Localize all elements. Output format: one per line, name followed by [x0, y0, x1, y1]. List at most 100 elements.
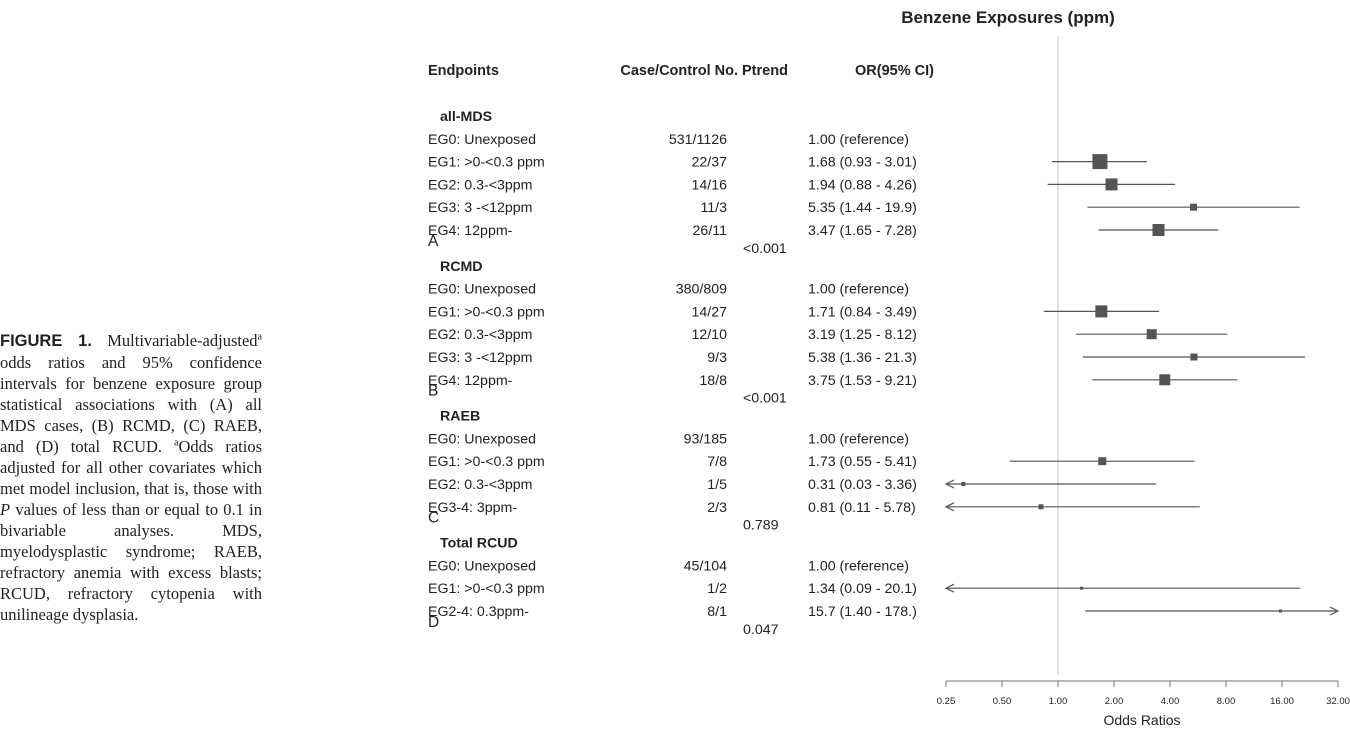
- case-control-count: 14/16: [691, 177, 727, 193]
- point-estimate: [1152, 224, 1165, 236]
- ci-arrow-left: [944, 479, 955, 489]
- row-label: EG0: Unexposed: [428, 132, 536, 148]
- panel-letter: D: [428, 614, 439, 631]
- case-control-count: 1/2: [707, 581, 727, 597]
- x-axis-label: Odds Ratios: [1103, 712, 1180, 728]
- point-estimate: [1038, 504, 1044, 510]
- x-tick-label: 2.00: [1105, 696, 1124, 707]
- group-title: Total RCUD: [440, 536, 518, 552]
- odds-ratio-text: 1.34 (0.09 - 20.1): [808, 581, 917, 597]
- ptrend-value: <0.001: [743, 391, 787, 407]
- odds-ratio-text: 1.00 (reference): [808, 558, 909, 574]
- x-tick-label: 4.00: [1161, 696, 1180, 707]
- ci-arrow-right: [1329, 606, 1340, 616]
- caption-text-3: Odds ratios adjusted for all other covar…: [0, 437, 262, 498]
- row-label: EG0: Unexposed: [428, 431, 536, 447]
- odds-ratio-text: 3.75 (1.53 - 9.21): [808, 373, 917, 389]
- ci-arrow-left: [944, 583, 955, 593]
- panel-letter: B: [428, 383, 438, 400]
- row-label: EG4: 12ppm-: [428, 373, 513, 389]
- case-control-count: 14/27: [691, 304, 727, 320]
- panel-letter: A: [428, 233, 439, 250]
- caption-superscript-2: a: [174, 437, 179, 449]
- odds-ratio-text: 5.35 (1.44 - 19.9): [808, 200, 917, 216]
- point-estimate: [1095, 305, 1108, 318]
- row-label: EG2: 0.3-<3ppm: [428, 327, 533, 343]
- row-label: EG2: 0.3-<3ppm: [428, 477, 533, 493]
- row-label: EG1: >0-<0.3 ppm: [428, 454, 545, 470]
- case-control-count: 8/1: [707, 604, 727, 620]
- ci-arrow-left: [944, 502, 955, 512]
- odds-ratio-text: 1.00 (reference): [808, 431, 909, 447]
- case-control-count: 93/185: [684, 431, 728, 447]
- x-tick-label: 16.00: [1270, 696, 1294, 707]
- ptrend-value: 0.047: [743, 622, 779, 638]
- column-header-ptrend: Ptrend: [742, 63, 788, 79]
- case-control-count: 380/809: [676, 282, 727, 298]
- case-control-count: 1/5: [707, 477, 727, 493]
- case-control-count: 18/8: [699, 373, 727, 389]
- point-estimate: [1146, 329, 1157, 340]
- x-tick-label: 0.50: [993, 696, 1012, 707]
- odds-ratio-text: 0.81 (0.11 - 5.78): [808, 500, 916, 516]
- row-label: EG0: Unexposed: [428, 282, 536, 298]
- point-estimate: [1098, 457, 1107, 466]
- point-estimate: [1159, 374, 1171, 386]
- column-header-case-control: Case/Control No.: [620, 63, 738, 79]
- row-label: EG3: 3 -<12ppm: [428, 350, 533, 366]
- odds-ratio-text: 1.68 (0.93 - 3.01): [808, 155, 917, 171]
- case-control-count: 2/3: [707, 500, 727, 516]
- row-label: EG4: 12ppm-: [428, 223, 513, 239]
- x-tick-label: 32.00: [1326, 696, 1350, 707]
- case-control-count: 12/10: [691, 327, 727, 343]
- x-tick-label: 1.00: [1049, 696, 1068, 707]
- row-label: EG2: 0.3-<3ppm: [428, 177, 533, 193]
- caption-text-4: values of less than or equal to 0.1 in b…: [0, 500, 262, 624]
- point-estimate: [1092, 154, 1108, 170]
- odds-ratio-text: 1.71 (0.84 - 3.49): [808, 304, 917, 320]
- point-estimate: [961, 482, 966, 486]
- odds-ratio-text: 5.38 (1.36 - 21.3): [808, 350, 917, 366]
- column-header-endpoints: Endpoints: [428, 63, 499, 79]
- odds-ratio-text: 3.19 (1.25 - 8.12): [808, 327, 917, 343]
- point-estimate: [1189, 203, 1197, 211]
- odds-ratio-text: 0.31 (0.03 - 3.36): [808, 477, 917, 493]
- figure-caption: FIGURE 1. Multivariable-adjusteda odds r…: [0, 330, 262, 625]
- row-label: EG0: Unexposed: [428, 558, 536, 574]
- group-title: RCMD: [440, 259, 483, 275]
- row-label: EG1: >0-<0.3 ppm: [428, 304, 545, 320]
- point-estimate: [1190, 353, 1198, 361]
- caption-label: FIGURE 1.: [0, 332, 92, 350]
- odds-ratio-text: 1.94 (0.88 - 4.26): [808, 177, 917, 193]
- case-control-count: 22/37: [691, 155, 727, 171]
- panel-letter: C: [428, 510, 439, 527]
- odds-ratio-text: 1.00 (reference): [808, 132, 909, 148]
- odds-ratio-text: 3.47 (1.65 - 7.28): [808, 223, 917, 239]
- group-title: RAEB: [440, 409, 480, 425]
- row-label: EG3: 3 -<12ppm: [428, 200, 533, 216]
- x-tick-label: 8.00: [1217, 696, 1236, 707]
- case-control-count: 7/8: [707, 454, 727, 470]
- case-control-count: 11/3: [700, 200, 727, 216]
- case-control-count: 45/104: [684, 558, 728, 574]
- case-control-count: 9/3: [707, 350, 727, 366]
- group-title: all-MDS: [440, 109, 492, 125]
- point-estimate: [1278, 609, 1282, 613]
- chart-title: Benzene Exposures (ppm): [901, 8, 1115, 27]
- column-header-or-ci: OR(95% CI): [855, 63, 934, 79]
- case-control-count: 26/11: [693, 223, 728, 239]
- row-label: EG1: >0-<0.3 ppm: [428, 581, 545, 597]
- point-estimate: [1105, 178, 1118, 191]
- caption-text-2: odds ratios and 95% confidence intervals…: [0, 353, 262, 456]
- row-label: EG2-4: 0.3ppm-: [428, 604, 529, 620]
- odds-ratio-text: 1.00 (reference): [808, 282, 909, 298]
- ptrend-value: 0.789: [743, 518, 779, 534]
- point-estimate: [1080, 586, 1084, 590]
- x-tick-label: 0.25: [937, 696, 956, 707]
- row-label: EG1: >0-<0.3 ppm: [428, 155, 545, 171]
- odds-ratio-text: 1.73 (0.55 - 5.41): [808, 454, 917, 470]
- caption-italic-p: P: [0, 500, 11, 519]
- case-control-count: 531/1126: [669, 132, 727, 148]
- ptrend-value: <0.001: [743, 241, 787, 257]
